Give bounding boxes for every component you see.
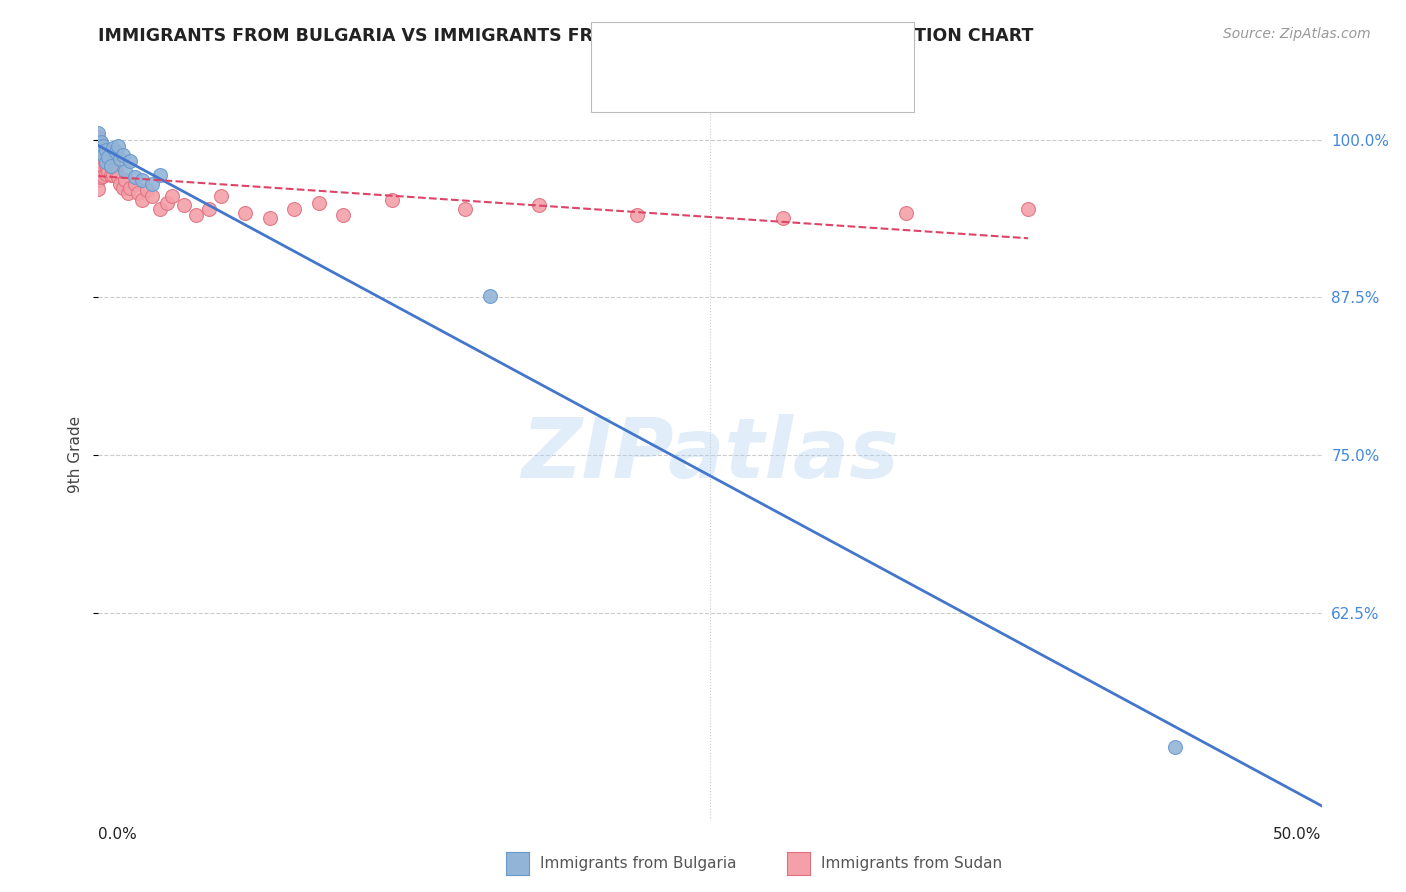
Text: Source: ZipAtlas.com: Source: ZipAtlas.com: [1223, 27, 1371, 41]
Point: [1164, 740, 1187, 755]
Point: [454, 202, 477, 216]
Point: [101, 141, 124, 155]
Point: [772, 211, 794, 225]
Text: R =: R =: [651, 78, 688, 95]
Point: [124, 177, 146, 191]
Point: [90, 143, 112, 157]
Point: [124, 170, 146, 185]
Point: [626, 208, 648, 222]
Point: [91, 139, 114, 153]
Point: [197, 202, 219, 216]
Point: [87, 135, 110, 149]
Text: N =: N =: [773, 78, 810, 95]
Point: [94, 143, 117, 157]
Point: [114, 173, 136, 187]
Point: [94, 155, 117, 169]
Point: [90, 162, 112, 177]
Point: [107, 170, 129, 185]
Point: [120, 180, 142, 194]
Point: [100, 159, 122, 173]
Point: [527, 198, 550, 212]
Point: [141, 177, 163, 191]
Point: [94, 148, 117, 162]
Text: Immigrants from Sudan: Immigrants from Sudan: [821, 856, 1002, 871]
Point: [120, 154, 142, 169]
Point: [90, 135, 112, 149]
Point: [100, 159, 122, 173]
Point: [101, 168, 124, 182]
Text: 0.0%: 0.0%: [98, 827, 138, 842]
Point: [107, 139, 129, 153]
Point: [186, 208, 208, 222]
Point: [87, 126, 110, 140]
Point: [104, 164, 127, 178]
Text: 0.109: 0.109: [693, 78, 758, 95]
Point: [87, 182, 110, 196]
Point: [141, 189, 163, 203]
Point: [87, 173, 110, 187]
Point: [91, 161, 114, 175]
Point: [90, 170, 112, 185]
Text: R =: R =: [651, 45, 688, 63]
Text: Immigrants from Bulgaria: Immigrants from Bulgaria: [540, 856, 737, 871]
Point: [283, 202, 305, 216]
Point: [131, 173, 153, 187]
Point: [97, 164, 120, 178]
Point: [87, 130, 110, 145]
Point: [87, 148, 110, 162]
Point: [91, 152, 114, 166]
Point: [149, 168, 172, 182]
Point: [97, 150, 120, 164]
Point: [91, 141, 114, 155]
Point: [209, 189, 232, 203]
Point: [104, 145, 127, 160]
Point: [233, 206, 256, 220]
Point: [259, 211, 281, 225]
Point: [94, 158, 117, 172]
Point: [308, 195, 330, 210]
Point: [117, 186, 139, 200]
Text: 57: 57: [811, 78, 834, 95]
Point: [101, 158, 124, 172]
Point: [100, 168, 122, 182]
Point: [111, 148, 134, 162]
Text: 50.0%: 50.0%: [1274, 827, 1322, 842]
Y-axis label: 9th Grade: 9th Grade: [67, 417, 83, 493]
Text: ZIPatlas: ZIPatlas: [522, 415, 898, 495]
Point: [478, 289, 501, 303]
Point: [114, 164, 136, 178]
Point: [91, 148, 114, 162]
Point: [87, 155, 110, 169]
Point: [91, 169, 114, 184]
Point: [332, 208, 354, 222]
Point: [894, 206, 917, 220]
Point: [160, 189, 183, 203]
Point: [87, 141, 110, 155]
Point: [90, 145, 112, 160]
Point: [110, 152, 132, 166]
Point: [136, 183, 159, 197]
Point: [110, 177, 132, 191]
Text: N =: N =: [773, 45, 810, 63]
Point: [90, 136, 112, 151]
Text: IMMIGRANTS FROM BULGARIA VS IMMIGRANTS FROM SUDAN 9TH GRADE CORRELATION CHART: IMMIGRANTS FROM BULGARIA VS IMMIGRANTS F…: [98, 27, 1033, 45]
Point: [156, 195, 179, 210]
Point: [1017, 202, 1039, 216]
Point: [111, 180, 134, 194]
Point: [149, 202, 172, 216]
Text: -0.923: -0.923: [693, 45, 752, 63]
Text: 22: 22: [811, 45, 835, 63]
Point: [94, 167, 117, 181]
Point: [97, 154, 120, 169]
Point: [127, 186, 149, 200]
Point: [87, 164, 110, 178]
Point: [173, 198, 195, 212]
Point: [90, 154, 112, 169]
Point: [131, 193, 153, 207]
Point: [381, 193, 404, 207]
